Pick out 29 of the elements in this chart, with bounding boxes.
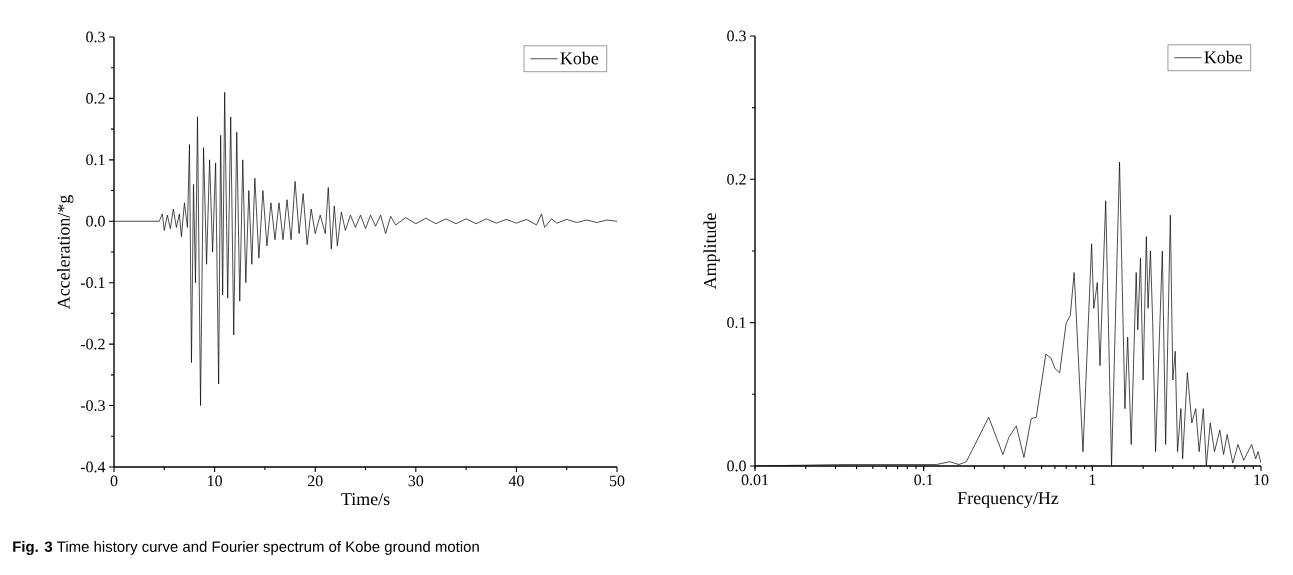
y-tick-label: 0.1 [727, 317, 746, 329]
x-tick-label: 30 [408, 475, 424, 487]
y-axis-title: Acceleration/*g [57, 195, 74, 310]
y-axis-title: Amplitude [703, 213, 720, 290]
y-tick-label: -0.4 [80, 461, 106, 473]
y-tick-label: 0.0 [727, 460, 746, 472]
y-tick-label: -0.3 [80, 400, 105, 411]
y-tick-label: 0.2 [86, 93, 105, 104]
x-tick-label: 0.1 [914, 474, 933, 486]
x-tick-label: 1 [1089, 474, 1096, 486]
y-tick-label: -0.1 [80, 277, 105, 289]
x-axis-title: Time/s [341, 493, 390, 506]
x-tick-label: 20 [307, 475, 323, 487]
y-tick-label: 0.2 [727, 173, 746, 185]
x-axis-title: Frequency/Hz [957, 492, 1059, 508]
legend-label: Kobe [560, 51, 599, 65]
x-tick-label: 40 [508, 475, 524, 487]
legend-label: Kobe [1204, 50, 1243, 64]
x-tick-label: 0.01 [741, 474, 768, 486]
text: Fig. 3 Time history curve and Fourier spectrum of Kobe ground motion [13, 540, 479, 555]
y-tick-label: 0.1 [86, 154, 105, 166]
y-tick-label: 0.0 [86, 215, 105, 227]
y-tick-label: -0.2 [80, 338, 105, 350]
x-tick-label: 10 [208, 475, 222, 487]
y-tick-label: 0.3 [727, 30, 746, 42]
x-tick-label: 50 [609, 475, 625, 487]
x-tick-label: 10 [1254, 474, 1269, 486]
x-tick-label: 0 [110, 475, 118, 487]
y-tick-label: 0.3 [86, 31, 105, 43]
